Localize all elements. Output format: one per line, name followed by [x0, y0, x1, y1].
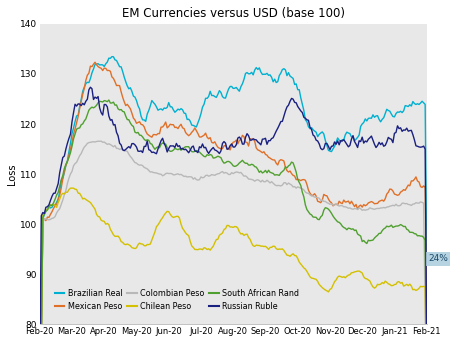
Brazilian Real — [189, 123, 195, 127]
Mexican Peso — [92, 60, 98, 64]
Line: South African Rand: South African Rand — [40, 100, 427, 343]
Brazilian Real — [250, 73, 256, 77]
Colombian Peso — [250, 178, 256, 182]
Chilean Peso — [189, 244, 195, 248]
Line: Colombian Peso: Colombian Peso — [40, 141, 427, 343]
Russian Ruble — [424, 339, 429, 343]
Chilean Peso — [97, 215, 102, 219]
South African Rand — [379, 229, 385, 233]
Colombian Peso — [98, 139, 104, 143]
Chilean Peso — [249, 241, 255, 245]
Mexican Peso — [424, 318, 429, 322]
Line: Brazilian Real: Brazilian Real — [40, 57, 427, 343]
Colombian Peso — [200, 176, 205, 180]
Colombian Peso — [249, 177, 255, 181]
Chilean Peso — [200, 248, 205, 252]
Mexican Peso — [379, 198, 385, 202]
Chilean Peso — [250, 244, 256, 248]
Chilean Peso — [379, 281, 385, 285]
Mexican Peso — [250, 138, 256, 142]
Mexican Peso — [189, 130, 195, 134]
Russian Ruble — [379, 141, 385, 145]
Russian Ruble — [249, 138, 255, 142]
South African Rand — [200, 153, 205, 157]
Russian Ruble — [250, 137, 256, 141]
Colombian Peso — [95, 139, 101, 143]
Line: Chilean Peso: Chilean Peso — [40, 188, 427, 343]
Brazilian Real — [249, 70, 255, 74]
Russian Ruble — [200, 142, 205, 146]
Title: EM Currencies versus USD (base 100): EM Currencies versus USD (base 100) — [122, 7, 345, 20]
Russian Ruble — [189, 145, 195, 149]
Mexican Peso — [249, 137, 255, 141]
South African Rand — [250, 163, 256, 167]
Brazilian Real — [200, 105, 205, 109]
Mexican Peso — [97, 66, 102, 70]
Russian Ruble — [97, 106, 102, 110]
Text: 24%: 24% — [428, 255, 448, 263]
South African Rand — [249, 162, 255, 166]
Brazilian Real — [379, 117, 385, 121]
Colombian Peso — [189, 175, 195, 179]
South African Rand — [189, 150, 195, 154]
South African Rand — [106, 98, 112, 102]
Legend: Brazilian Real, Mexican Peso, Colombian Peso, Chilean Peso, South African Rand, : Brazilian Real, Mexican Peso, Colombian … — [52, 286, 302, 314]
Chilean Peso — [69, 186, 75, 190]
Russian Ruble — [88, 85, 93, 89]
Y-axis label: Loss: Loss — [7, 163, 17, 185]
South African Rand — [95, 101, 101, 105]
Colombian Peso — [379, 206, 385, 210]
Brazilian Real — [109, 55, 115, 59]
Brazilian Real — [95, 62, 101, 66]
Line: Russian Ruble: Russian Ruble — [40, 87, 427, 343]
Brazilian Real — [424, 257, 429, 261]
Line: Mexican Peso: Mexican Peso — [40, 62, 427, 343]
Mexican Peso — [200, 134, 205, 138]
